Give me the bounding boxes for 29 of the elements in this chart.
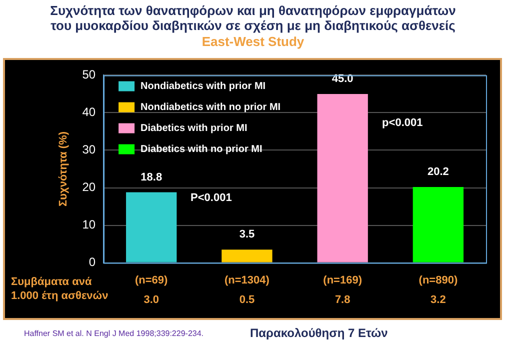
text: 0.5 [239,294,255,306]
legend-label: Diabetics with no prior MI [140,144,262,155]
legend-label: Nondiabetics with prior MI [140,80,266,92]
text: 3.0 [144,294,160,306]
annotation: p<0.001 [382,116,423,129]
y-tick-label: 0 [88,255,96,270]
x-tick-label: (n=69) [134,274,168,286]
x-axis-title: Παρακολούθηση 7 Ετών [250,326,388,340]
y-tick-label: 20 [82,180,96,194]
chart-subtitle: East-West Study [200,34,306,49]
chart-title: Συχνότητα των θανατηφόρων και μη θανατηφόρων εμφραγμάτων του μυοκαρδίου διαβητικών σε σχέση με μη διαβητικούς ασθενείς [49,3,457,33]
y-axis-title: Συχνότητα (%) [58,131,70,207]
x-tick-label: (n=169) [323,274,362,286]
legend-label: Nondiabetics with no prior MI [140,102,281,113]
data-label: 20.2 [427,166,449,178]
text: 7.8 [334,294,350,306]
y-tick-label: 40 [82,105,96,120]
y-tick-label: 10 [82,218,96,232]
y-tick-label: 30 [82,142,96,157]
annotation: P<0.001 [190,192,232,204]
x-tick-label: (n=890) [418,274,458,286]
text: Haffner SM et al. N Engl J Med 1998;339:229-234. [24,329,204,338]
text: 3.2 [430,294,446,306]
x-tick-label: (n=1304) [224,274,270,286]
legend-label: Diabetics with prior MI [140,122,248,134]
data-label: 3.5 [239,228,255,241]
text: Συμβάματα ανά 1.000 έτη ασθενών [11,276,108,302]
y-tick-label: 50 [82,68,96,82]
data-label: 18.8 [140,171,162,184]
